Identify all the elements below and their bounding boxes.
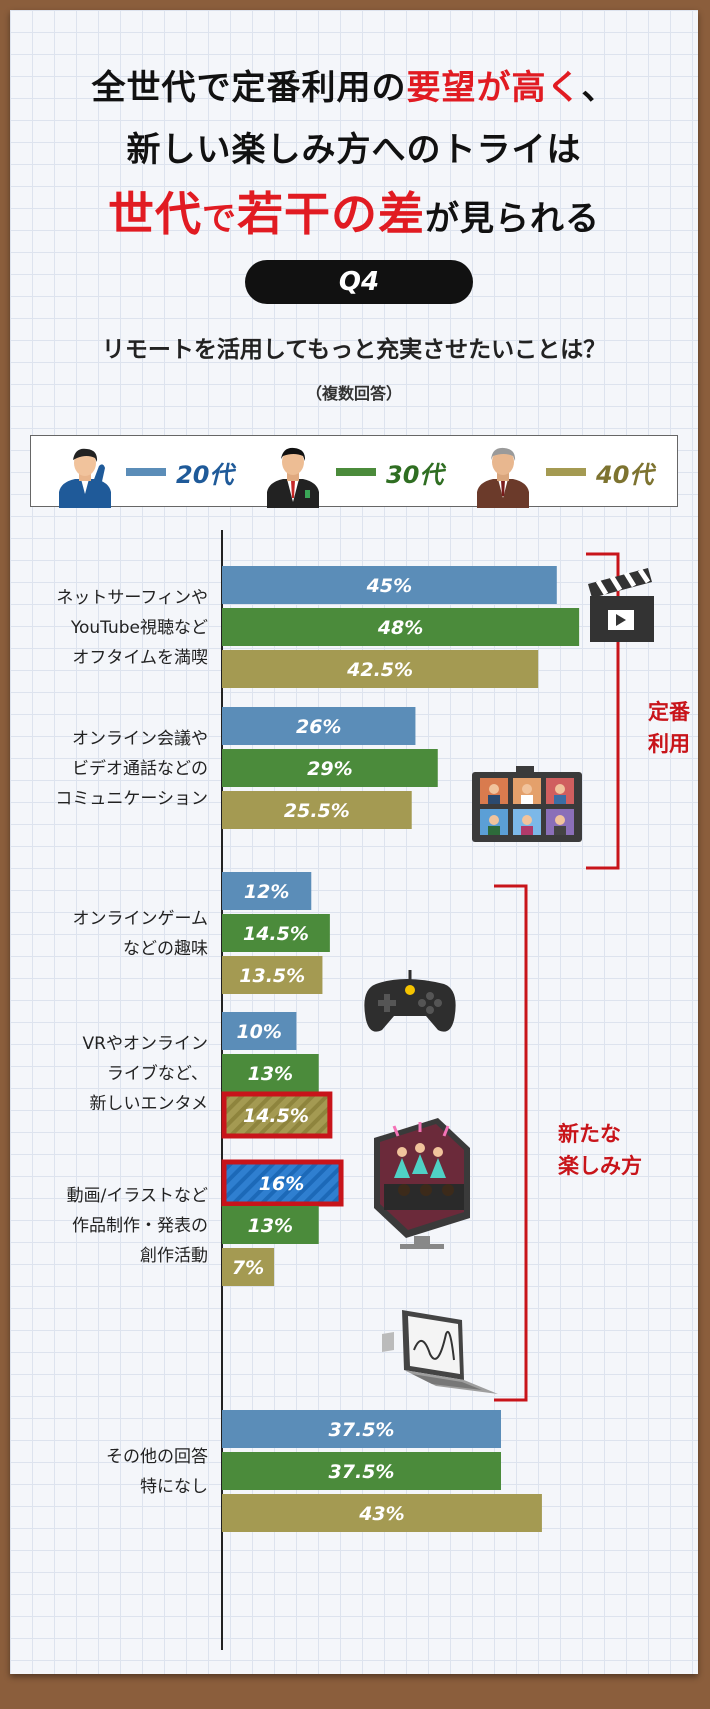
value-label-2-1: 14.5% bbox=[243, 923, 309, 945]
bar-4-0 bbox=[221, 1159, 344, 1207]
value-label-4-1: 13% bbox=[248, 1215, 293, 1237]
category-label-2-line-0: オンラインゲーム bbox=[73, 909, 209, 929]
category-label-4-line-1: 作品制作・発表の bbox=[72, 1216, 208, 1236]
value-label-3-1: 13% bbox=[248, 1063, 293, 1085]
person-40s-icon bbox=[477, 447, 529, 508]
bar-4-2 bbox=[222, 1248, 275, 1286]
value-label-0-1: 48% bbox=[377, 617, 423, 639]
bar-3-0 bbox=[222, 1012, 297, 1050]
bar-5-0 bbox=[222, 1410, 501, 1448]
bar-chart: 45% 48% 42.5% ネットサーフィンや YouTube視聴などオフタイムを満喫 2… bbox=[55, 530, 654, 1650]
value-label-5-0: 37.5% bbox=[329, 1419, 395, 1441]
value-label-1-2: 25.5% bbox=[284, 800, 350, 822]
headline-3-seg-1: で bbox=[202, 199, 237, 239]
person-30s-icon bbox=[267, 447, 319, 508]
category-label-4-line-2: 創作活動 bbox=[140, 1246, 208, 1266]
legend-item-20s: 20代 bbox=[126, 436, 233, 508]
category-label-4: 動画/イラストなど作品制作・発表の創作活動 bbox=[67, 1186, 208, 1266]
category-label-2: オンラインゲームなどの趣味 bbox=[73, 909, 209, 959]
category-label-1-line-1: ビデオ通話などの bbox=[72, 758, 208, 779]
category-label-3-line-2: 新しいエンタメ bbox=[90, 1094, 209, 1114]
headline-line-3: 世代で若干の差が見られる bbox=[10, 178, 698, 244]
bar-1-1 bbox=[222, 749, 438, 787]
value-label-2-0: 12% bbox=[244, 881, 289, 903]
category-label-1-line-0: オンライン会議や bbox=[72, 729, 208, 749]
value-label-0-0: 45% bbox=[366, 575, 412, 597]
value-label-5-2: 43% bbox=[358, 1503, 404, 1525]
category-label-0-line-0: ネットサーフィンや bbox=[56, 588, 208, 608]
category-label-0-line-2: オフタイムを満喫 bbox=[72, 648, 208, 668]
headline-3-seg-0: 世代 bbox=[108, 187, 202, 241]
headline-1-seg-2: 、 bbox=[581, 68, 617, 108]
headline-3-seg-3: が見られる bbox=[425, 199, 600, 239]
bar-0-1 bbox=[222, 608, 580, 646]
value-label-5-1: 37.5% bbox=[329, 1461, 395, 1483]
laptop-drawing-icon bbox=[382, 1310, 498, 1394]
legend-item-40s: 40代 bbox=[546, 436, 653, 508]
headline-line-2: 新しい楽しみ方へのトライは bbox=[10, 122, 698, 171]
video-conference-icon bbox=[472, 766, 582, 842]
bar-5-2 bbox=[222, 1494, 542, 1532]
bar-1-2 bbox=[222, 791, 412, 829]
vr-concert-icon bbox=[374, 1118, 470, 1249]
value-label-2-2: 13.5% bbox=[239, 965, 305, 987]
infographic-card: 全世代で定番利用の要望が高く、 新しい楽しみ方へのトライは 世代で若干の差が見ら… bbox=[10, 10, 698, 1674]
category-label-0-line-1: YouTube視聴など bbox=[70, 618, 208, 638]
clapperboard-icon bbox=[588, 568, 654, 642]
category-label-3-line-1: ライブなど、 bbox=[107, 1063, 208, 1084]
group-label-standard: 定番 利用 bbox=[648, 700, 690, 756]
value-label-4-2: 7% bbox=[232, 1257, 264, 1279]
category-label-4-line-0: 動画/イラストなど bbox=[67, 1186, 208, 1206]
bar-3-1 bbox=[222, 1054, 319, 1092]
category-label-1: オンライン会議やビデオ通話などのコミュニケーション bbox=[55, 729, 208, 809]
headline-1-seg-1: 要望が高く bbox=[406, 68, 582, 108]
bar-0-2 bbox=[222, 650, 539, 688]
headline-line-1: 全世代で定番利用の要望が高く、 bbox=[10, 60, 698, 109]
legend-item-30s: 30代 bbox=[336, 436, 443, 508]
headline-1-seg-0: 全世代で定番利用の bbox=[91, 68, 407, 108]
value-label-3-2: 14.5% bbox=[243, 1105, 309, 1127]
group-label-new: 新たな 楽しみ方 bbox=[558, 1122, 642, 1178]
category-label-3: VRやオンラインライブなど、新しいエンタメ bbox=[83, 1034, 208, 1114]
category-label-5-line-0: その他の回答 bbox=[106, 1447, 208, 1467]
bracket-standard bbox=[586, 552, 620, 870]
bar-0-0 bbox=[222, 566, 557, 604]
category-label-5: その他の回答特になし bbox=[106, 1447, 208, 1497]
category-label-0: ネットサーフィンや YouTube視聴などオフタイムを満喫 bbox=[56, 588, 208, 668]
bar-2-2 bbox=[222, 956, 323, 994]
person-20s-icon bbox=[59, 448, 111, 508]
bar-3-2 bbox=[221, 1091, 333, 1139]
bar-4-1 bbox=[222, 1206, 319, 1244]
value-label-0-2: 42.5% bbox=[346, 659, 413, 681]
category-label-5-line-1: 特になし bbox=[140, 1477, 208, 1497]
bracket-new bbox=[494, 884, 528, 1402]
value-label-1-1: 29% bbox=[307, 758, 352, 780]
game-controller-icon bbox=[364, 970, 456, 1032]
value-label-4-0: 16% bbox=[259, 1173, 304, 1195]
value-label-3-0: 10% bbox=[236, 1021, 281, 1043]
value-label-1-0: 26% bbox=[296, 716, 341, 738]
legend: 20代 30代 40代 bbox=[30, 435, 678, 508]
category-label-1-line-2: コミュニケーション bbox=[55, 789, 208, 809]
question-note: （複数回答） bbox=[305, 384, 402, 403]
headline-3-seg-2: 若干の差 bbox=[237, 187, 425, 241]
bar-5-1 bbox=[222, 1452, 501, 1490]
bars-layer: 45% 48% 42.5% ネットサーフィンや YouTube視聴などオフタイムを満喫 2… bbox=[55, 530, 580, 1650]
category-label-2-line-1: などの趣味 bbox=[123, 939, 208, 959]
question-badge: Q4 bbox=[245, 260, 473, 304]
bar-1-0 bbox=[222, 707, 416, 745]
question-text: リモートを活用してもっと充実させたいことは？ bbox=[101, 337, 607, 363]
category-label-3-line-0: VRやオンライン bbox=[83, 1034, 208, 1054]
bar-2-0 bbox=[222, 872, 312, 910]
bar-2-1 bbox=[222, 914, 330, 952]
